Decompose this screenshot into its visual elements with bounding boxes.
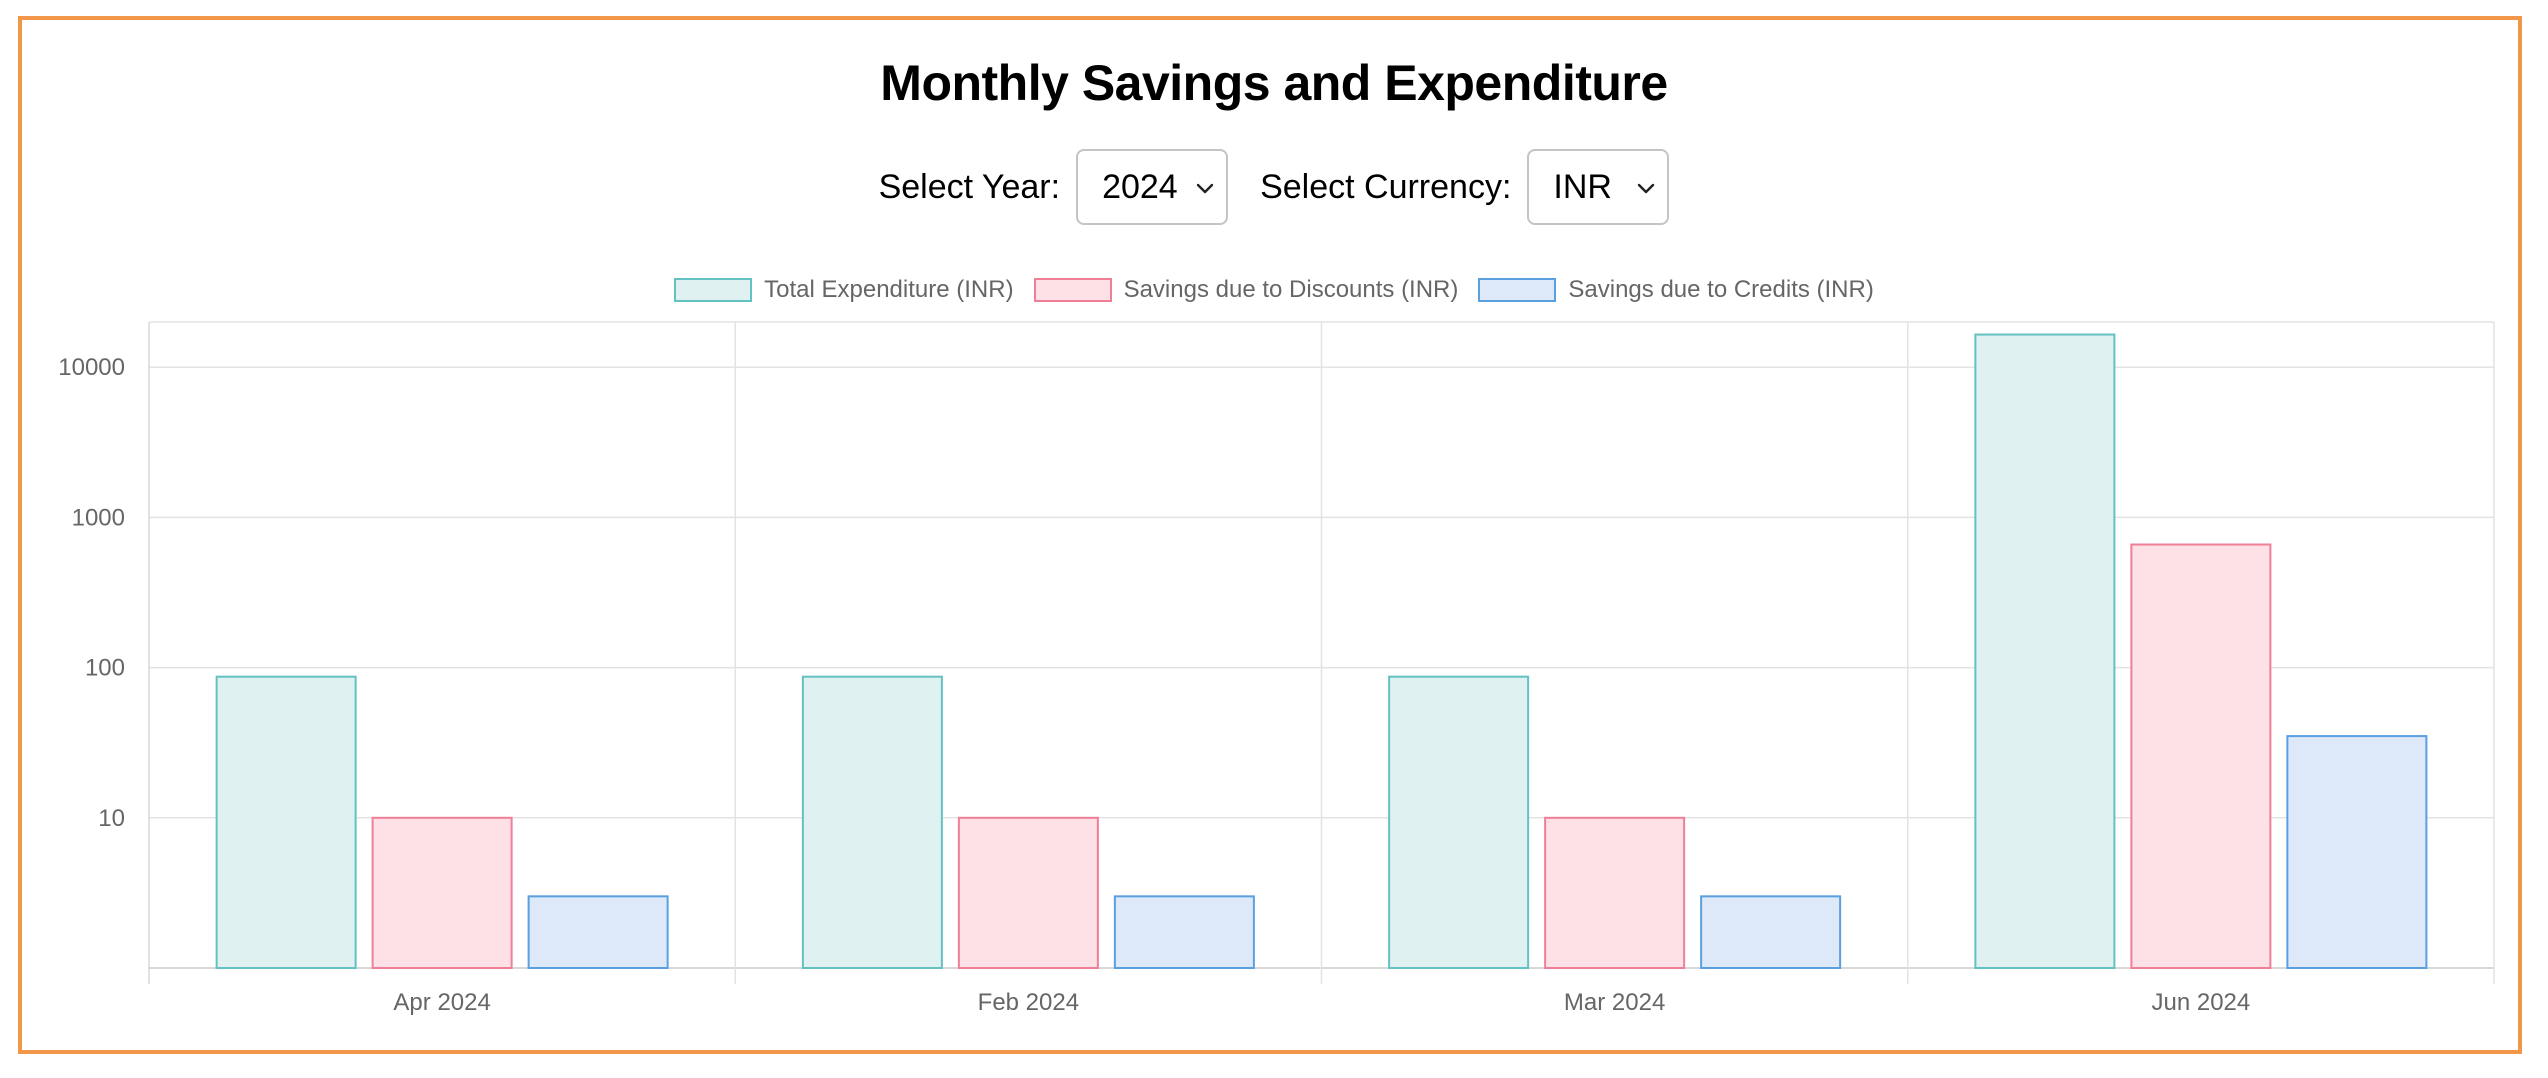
bar <box>2286 735 2428 969</box>
y-tick-label: 100 <box>85 655 125 682</box>
bar <box>371 816 513 969</box>
currency-select-value: INR <box>1553 167 1612 206</box>
page-title: Monthly Savings and Expenditure <box>880 55 1668 111</box>
legend-label: Total Expenditure (INR) <box>764 276 1014 303</box>
y-tick-label: 10 <box>98 805 125 832</box>
bar <box>1544 816 1686 969</box>
x-tick-label: Mar 2024 <box>1564 989 1665 1016</box>
chevron-down-icon <box>1196 183 1214 194</box>
legend-swatch <box>1478 278 1557 302</box>
legend-item[interactable]: Total Expenditure (INR) <box>674 276 1014 304</box>
bar <box>1700 895 1842 969</box>
year-select-value: 2024 <box>1102 167 1178 206</box>
legend-swatch <box>1033 278 1112 302</box>
bar <box>1974 333 2116 969</box>
x-tick-label: Feb 2024 <box>978 989 1079 1016</box>
legend-swatch <box>674 278 753 302</box>
currency-select[interactable]: INR <box>1527 149 1670 225</box>
y-tick-label: 10000 <box>58 354 125 381</box>
currency-label: Select Currency: <box>1260 167 1512 206</box>
legend-item[interactable]: Savings due to Credits (INR) <box>1478 276 1874 304</box>
chevron-down-icon <box>1638 183 1655 194</box>
legend-label: Savings due to Credits (INR) <box>1568 276 1874 303</box>
bar <box>1113 895 1255 969</box>
y-tick-label: 1000 <box>72 504 125 531</box>
chart-legend: Total Expenditure (INR) Savings due to Di… <box>0 272 2548 308</box>
year-select[interactable]: 2024 <box>1076 149 1229 225</box>
x-tick-label: Jun 2024 <box>2151 989 2250 1016</box>
bar <box>527 895 669 969</box>
controls-bar: Select Year: 2024 Select Currency: INR <box>0 148 2548 226</box>
bar <box>801 675 943 970</box>
bar <box>1388 675 1530 970</box>
x-tick-label: Apr 2024 <box>393 989 490 1016</box>
legend-item[interactable]: Savings due to Discounts (INR) <box>1033 276 1459 304</box>
bar <box>957 816 1099 969</box>
bar <box>2130 543 2272 970</box>
year-label: Select Year: <box>878 167 1061 206</box>
bar <box>215 675 357 970</box>
legend-label: Savings due to Discounts (INR) <box>1123 276 1459 303</box>
